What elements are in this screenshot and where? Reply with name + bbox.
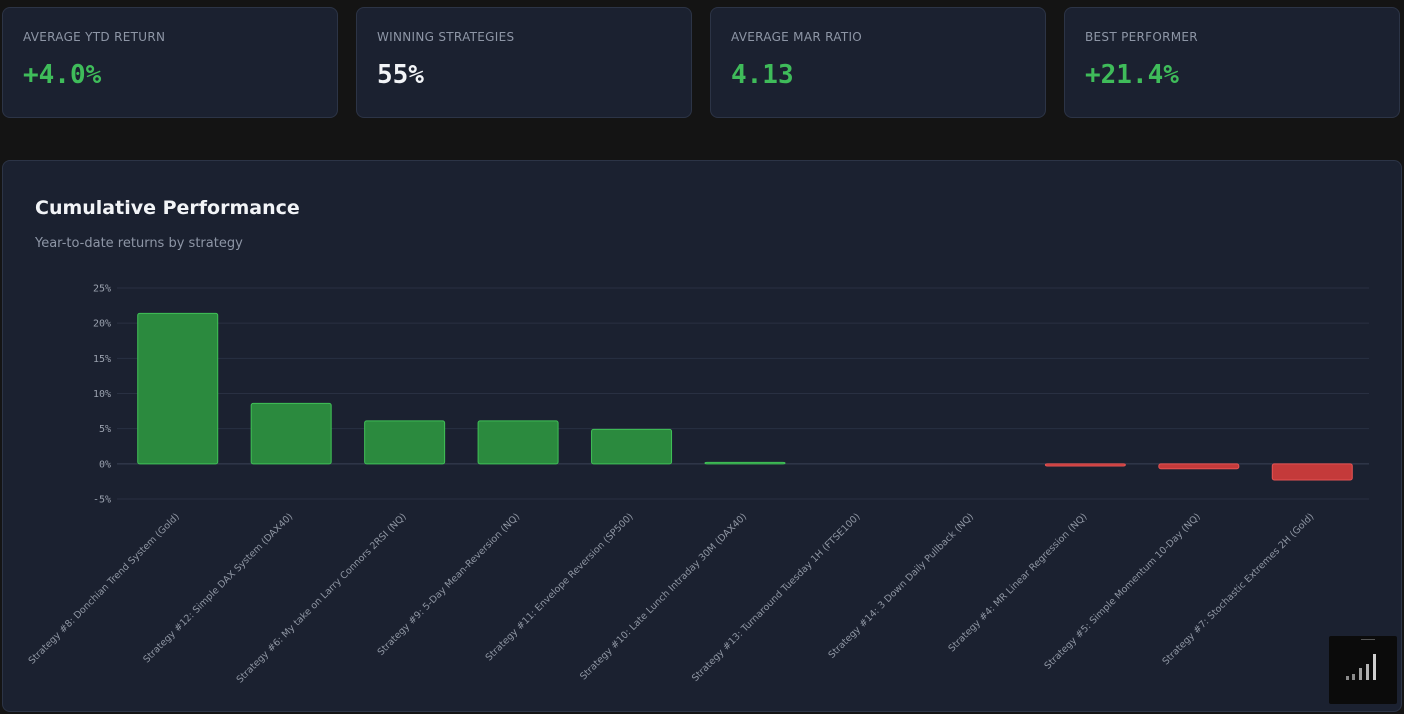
metric-value: +4.0% [23, 60, 102, 90]
metric-label: WINNING STRATEGIES [377, 30, 515, 44]
performance-chart: 25%20%15%10%5%0%-5%Strategy #8: Donchian… [27, 284, 1369, 686]
metric-label: BEST PERFORMER [1085, 30, 1198, 44]
panel-title: Cumulative Performance [35, 197, 300, 219]
bar[interactable] [591, 428, 673, 465]
metric-value: 55% [377, 60, 424, 90]
metric-card-avg-mar: AVERAGE MAR RATIO 4.13 [710, 7, 1046, 118]
metric-card-best: BEST PERFORMER +21.4% [1064, 7, 1400, 118]
bar[interactable] [250, 402, 332, 465]
metric-value: +21.4% [1085, 60, 1179, 90]
bar[interactable] [364, 420, 446, 465]
metric-card-avg-ytd: AVERAGE YTD RETURN +4.0% [2, 7, 338, 118]
x-category-label: Strategy #9: 5-Day Mean-Reversion (NQ) [376, 511, 523, 658]
y-tick-label: 25% [93, 284, 111, 295]
floating-widget[interactable] [1329, 636, 1397, 704]
y-tick-label: 10% [93, 389, 111, 400]
performance-panel: 25% 20% 15% 10% 5% 0% -5% Strategy #8: Donchian… [2, 160, 1402, 712]
panel-subtitle: Year-to-date returns by strategy [35, 236, 243, 251]
bar[interactable] [704, 461, 786, 465]
bar[interactable] [1158, 463, 1240, 470]
metric-label: AVERAGE MAR RATIO [731, 30, 863, 44]
y-tick-label: 15% [93, 354, 111, 365]
y-tick-label: 0% [99, 459, 111, 470]
metric-value: 4.13 [731, 60, 794, 90]
bar[interactable] [1271, 463, 1353, 481]
y-tick-label: 5% [99, 424, 111, 435]
metric-card-winning: WINNING STRATEGIES 55% [356, 7, 692, 118]
y-tick-label: 20% [93, 319, 111, 330]
bar-chart-icon [1346, 639, 1376, 680]
bar[interactable] [477, 420, 559, 465]
x-category-label: Strategy #4: MR Linear Regression (NQ) [946, 511, 1089, 654]
bar[interactable] [1044, 463, 1126, 467]
metric-label: AVERAGE YTD RETURN [23, 30, 166, 44]
y-tick-label: -5% [93, 495, 111, 506]
bar[interactable] [137, 312, 219, 465]
